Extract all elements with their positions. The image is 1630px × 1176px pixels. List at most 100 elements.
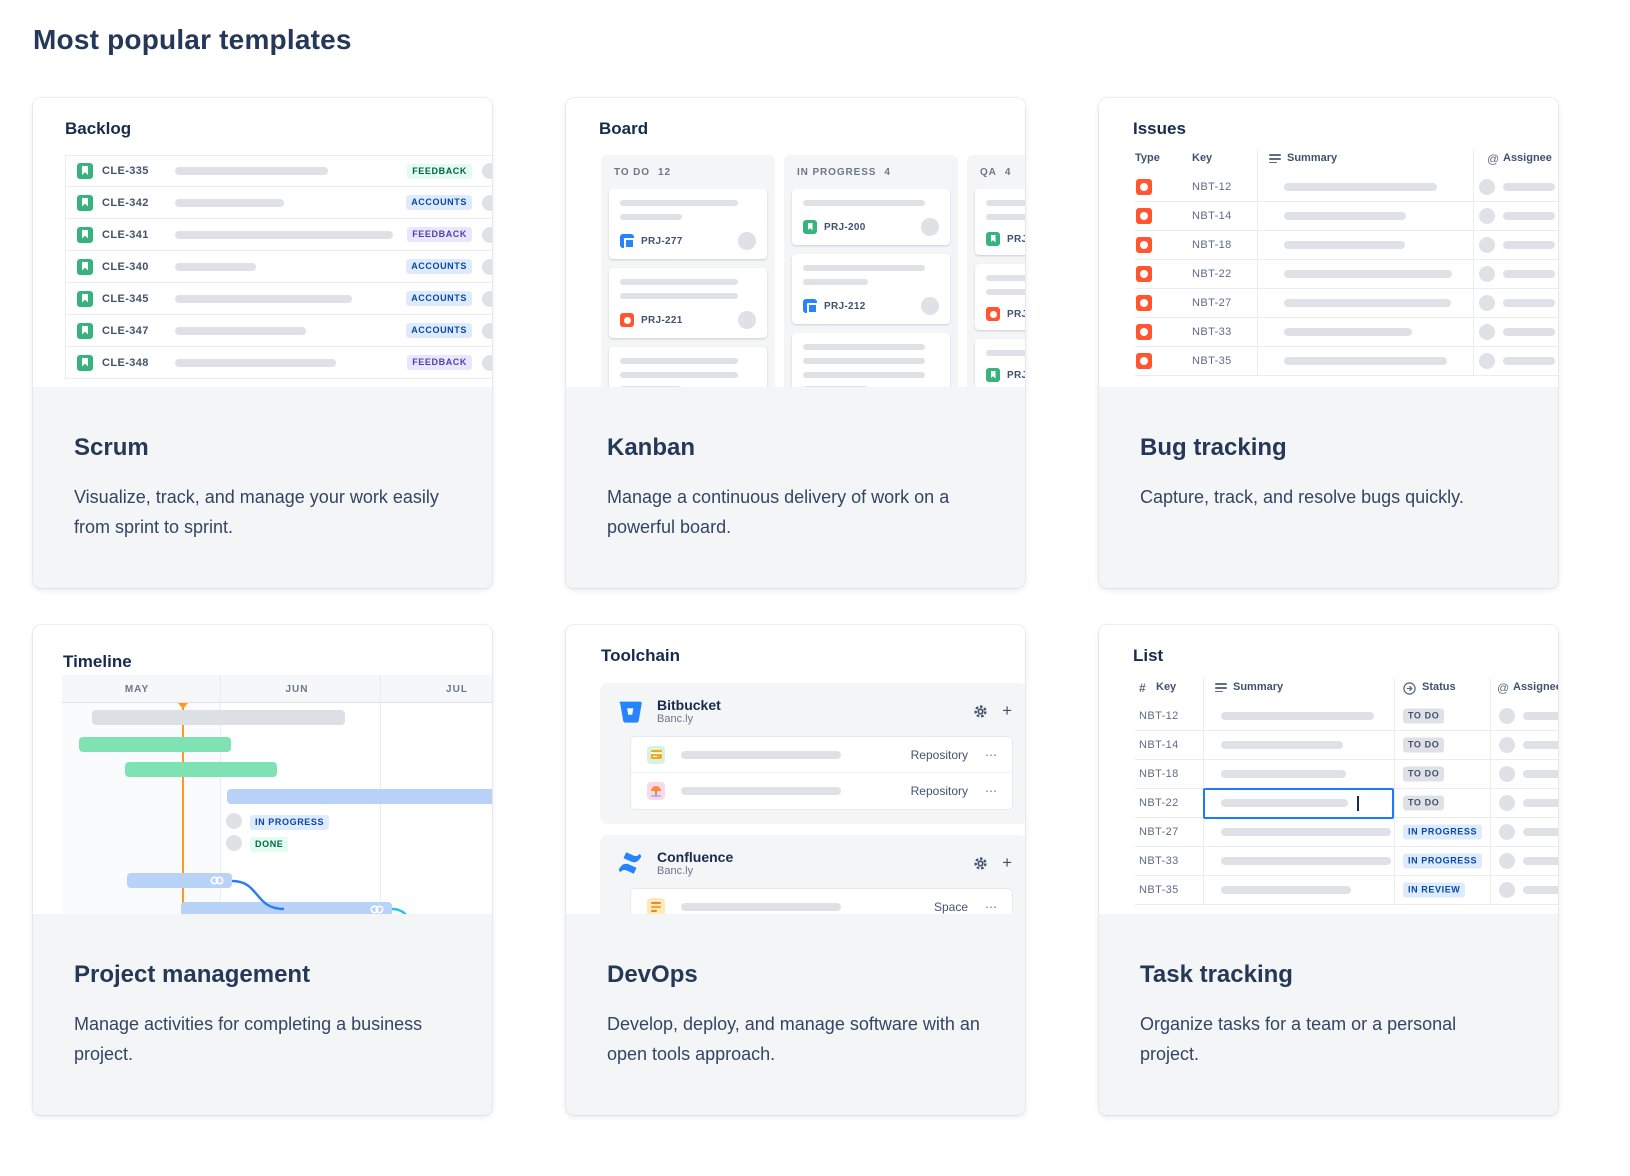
- issue-row: NBT-14: [1135, 202, 1558, 231]
- space-row: Space ⋯: [631, 889, 1012, 914]
- board-column-inprogress: IN PROGRESS 4 PRJ-200 PRJ-212 PRJ-213: [784, 155, 958, 387]
- summary-placeholder: [1221, 770, 1346, 778]
- space-name-placeholder: [681, 903, 841, 911]
- list-table: # Key Summary Status @ Assignee NBT-12 T…: [1135, 678, 1558, 905]
- board-card: PRJ-213: [792, 333, 950, 387]
- gear-icon[interactable]: [973, 856, 988, 871]
- task-tracking-card-footer: Task tracking Organize tasks for a team …: [1099, 914, 1558, 1115]
- template-description: Visualize, track, and manage your work e…: [74, 487, 439, 537]
- template-card-kanban[interactable]: Board TO DO 12 PRJ-277 PRJ-221 PRJ-290: [566, 98, 1025, 588]
- month-label: MAY: [124, 684, 150, 695]
- template-card-task-tracking[interactable]: List # Key Summary Status @ Assignee: [1099, 625, 1558, 1115]
- more-icon[interactable]: ⋯: [985, 900, 998, 914]
- assignee-placeholder: [1523, 828, 1558, 836]
- avatar: [1479, 266, 1495, 282]
- bug-icon: [1136, 324, 1152, 340]
- bug-icon: [1136, 295, 1152, 311]
- text-cursor: [1357, 796, 1359, 811]
- more-icon[interactable]: ⋯: [985, 747, 998, 762]
- issue-key: NBT-14: [1139, 739, 1179, 751]
- assignee-placeholder: [1503, 357, 1555, 365]
- template-title: DevOps: [607, 961, 698, 988]
- issue-key: NBT-33: [1139, 855, 1179, 867]
- column-count: 4: [1004, 167, 1012, 178]
- board-preview-title: Board: [599, 119, 649, 138]
- issue-key: PRJ-200: [824, 221, 866, 233]
- assignee-placeholder: [1523, 770, 1558, 778]
- issue-key: NBT-14: [1192, 210, 1232, 222]
- confluence-icon: [618, 852, 642, 874]
- plus-icon[interactable]: +: [1002, 853, 1012, 872]
- bug-icon: [1136, 237, 1152, 253]
- story-icon: [77, 258, 93, 275]
- repository-row: Repository ⋯: [631, 737, 1012, 773]
- devops-card-footer: DevOps Develop, deploy, and manage softw…: [566, 914, 1025, 1115]
- repository-row: Repository ⋯: [631, 773, 1012, 809]
- issue-key: CLE-342: [102, 196, 149, 209]
- template-card-devops[interactable]: Toolchain Bitbucket Banc.ly: [566, 625, 1025, 1115]
- repo-name-placeholder: [681, 750, 841, 759]
- avatar: [1479, 208, 1495, 224]
- bug-icon: [1136, 353, 1152, 369]
- issue-key: PRJ-212: [824, 300, 866, 312]
- toolchain-preview-title: Toolchain: [601, 646, 681, 665]
- list-row: NBT-27 IN PROGRESS: [1135, 818, 1558, 847]
- summary-icon: [1269, 152, 1281, 166]
- timeline-preview-title: Timeline: [63, 652, 132, 671]
- status-badge: TO DO: [1403, 708, 1445, 724]
- gear-icon[interactable]: [973, 704, 988, 719]
- assignee-placeholder: [1523, 857, 1558, 865]
- template-card-scrum[interactable]: Backlog CLE-335 FEEDBACK CLE-342 ACCOUNT…: [33, 98, 492, 588]
- story-icon: [77, 354, 93, 371]
- status-icon: [1403, 682, 1416, 695]
- at-icon: @: [1487, 152, 1500, 166]
- list-row: NBT-35 IN REVIEW: [1135, 876, 1558, 905]
- summary-placeholder: [175, 262, 256, 271]
- summary-placeholder: [175, 167, 328, 175]
- col-header-assignee: Assignee: [1513, 681, 1558, 693]
- template-card-project-management[interactable]: Timeline MAY JUN JUL IN PROGRESS DONE: [33, 625, 492, 1115]
- avatar: [1499, 737, 1515, 753]
- assignee-placeholder: [1503, 212, 1555, 220]
- issue-key: CLE-345: [102, 292, 149, 305]
- template-description: Capture, track, and resolve bugs quickly…: [1140, 487, 1464, 507]
- summary-placeholder: [1284, 299, 1451, 307]
- link-icon: [210, 876, 224, 885]
- row-type-label: Repository: [910, 784, 968, 798]
- list-row-selected[interactable]: NBT-22 TO DO: [1135, 788, 1558, 819]
- more-icon[interactable]: ⋯: [985, 784, 998, 798]
- avatar: [1479, 353, 1495, 369]
- story-icon: [77, 163, 93, 179]
- template-title: Bug tracking: [1140, 434, 1287, 461]
- summary-placeholder: [175, 294, 352, 303]
- list-preview: List # Key Summary Status @ Assignee: [1099, 625, 1558, 914]
- summary-placeholder: [1221, 828, 1391, 836]
- row-type-label: Space: [933, 900, 968, 914]
- issue-key: PRJ-236: [1007, 233, 1025, 245]
- issue-row: NBT-18: [1135, 231, 1558, 260]
- template-card-bug-tracking[interactable]: Issues Type Key Summary @ Assignee NBT-1…: [1099, 98, 1558, 588]
- list-row: NBT-12 TO DO: [1135, 702, 1558, 731]
- assignee-placeholder: [1503, 328, 1555, 336]
- summary-icon: [1215, 681, 1227, 695]
- epic-badge: ACCOUNTS: [406, 259, 472, 274]
- status-badge: IN PROGRESS: [1403, 853, 1483, 869]
- toolchain-group-confluence: Confluence Banc.ly +: [600, 835, 1025, 914]
- issue-key: CLE-348: [102, 356, 149, 369]
- issues-table: Type Key Summary @ Assignee NBT-12 NBT: [1135, 149, 1558, 376]
- avatar: [1479, 179, 1495, 195]
- issue-key: NBT-18: [1139, 768, 1179, 780]
- story-icon: [77, 194, 93, 211]
- plus-icon[interactable]: +: [1002, 701, 1012, 720]
- template-title: Kanban: [607, 434, 696, 461]
- template-title: Task tracking: [1140, 961, 1293, 988]
- gantt-bar: [79, 737, 231, 752]
- story-icon: [77, 290, 93, 307]
- issue-key: NBT-35: [1192, 355, 1232, 367]
- board-column-todo: TO DO 12 PRJ-277 PRJ-221 PRJ-290: [601, 155, 775, 387]
- repo-emoji-icon: [647, 745, 665, 764]
- status-badge: IN REVIEW: [1403, 882, 1466, 898]
- issue-key: NBT-22: [1139, 797, 1179, 809]
- summary-placeholder: [1284, 328, 1412, 336]
- issue-key: CLE-347: [102, 324, 149, 337]
